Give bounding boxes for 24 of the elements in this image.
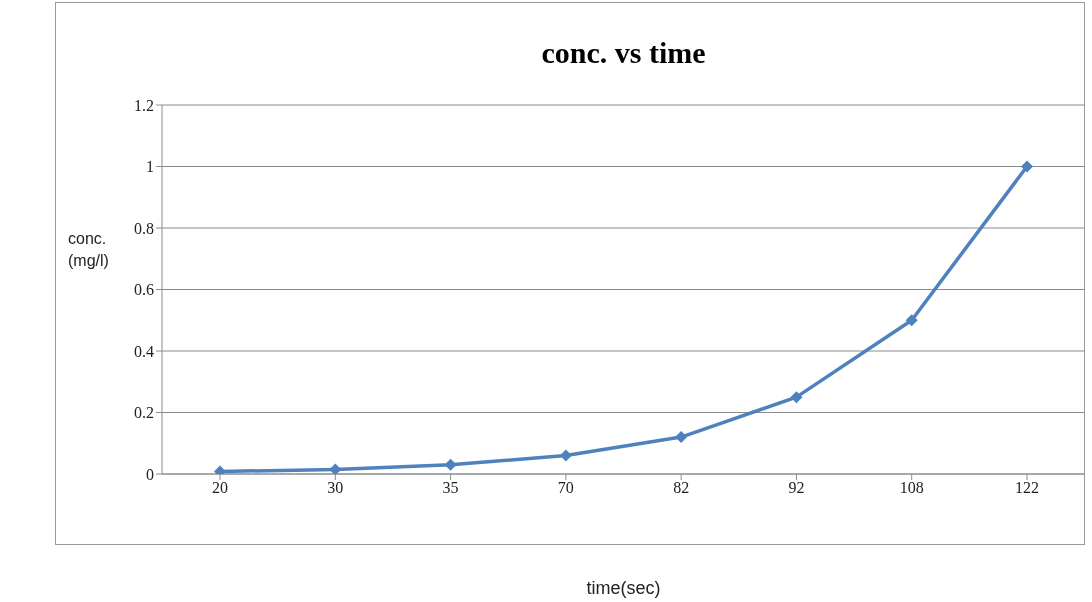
y-tick-label: 0.8 (134, 219, 154, 237)
point (559, 449, 572, 462)
x-tick-label: 20 (212, 479, 228, 497)
x-tick-label: 35 (442, 479, 459, 497)
x-axis-title: time(sec) (585, 578, 662, 599)
point (905, 314, 918, 327)
y-axis-title: conc. (mg/l) (68, 229, 109, 271)
x-tick-label: 30 (327, 479, 344, 497)
chart-title: conc. vs time (540, 36, 707, 70)
x-tick-label: 82 (673, 479, 690, 497)
point (444, 458, 457, 471)
x-tick-label: 92 (788, 479, 805, 497)
y-tick-label: 0.4 (134, 342, 154, 360)
x-tick-label: 70 (557, 479, 574, 497)
point (1021, 160, 1033, 173)
y-tick-label: 1.2 (134, 96, 154, 114)
x-tick-label: 122 (1015, 479, 1039, 497)
y-tick-label: 0.2 (134, 404, 154, 422)
y-tick-label: 0.6 (134, 281, 154, 299)
x-tick-label: 108 (899, 479, 924, 497)
y-tick-label: 0 (146, 465, 154, 483)
y-tick-label: 1 (146, 158, 154, 176)
point (790, 391, 803, 404)
point (675, 431, 688, 444)
